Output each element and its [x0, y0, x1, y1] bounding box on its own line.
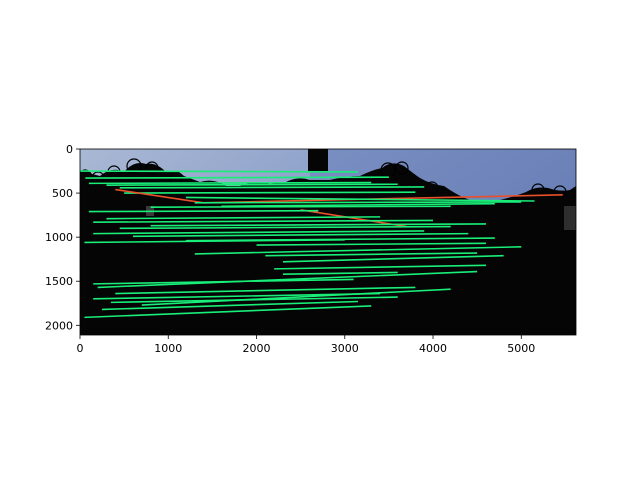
inlier-match-line	[119, 186, 425, 189]
inlier-match-line	[256, 242, 486, 246]
y-tick-label: 0	[66, 143, 73, 156]
inlier-match-line	[80, 170, 359, 173]
inlier-match-line	[274, 264, 486, 270]
inlier-match-line	[97, 270, 478, 289]
outlier-match-line	[115, 188, 204, 204]
x-tick-label: 4000	[419, 342, 447, 355]
y-tick-label: 500	[52, 187, 73, 200]
inlier-match-line	[185, 196, 535, 202]
y-tick-label: 1000	[45, 231, 73, 244]
inlier-match-line	[282, 271, 398, 275]
photo-panel	[80, 149, 576, 335]
inlier-match-line	[194, 246, 522, 255]
x-tick-label: 2000	[243, 342, 271, 355]
y-tick-label: 1500	[45, 275, 73, 288]
x-tick-label: 3000	[331, 342, 359, 355]
inlier-match-line	[115, 286, 416, 295]
inlier-match-line	[265, 252, 478, 257]
inlier-match-line	[221, 202, 495, 208]
x-tick-label: 0	[77, 342, 84, 355]
inlier-match-line	[102, 300, 359, 311]
inlier-match-line	[141, 288, 451, 306]
axes-frame	[79, 148, 577, 336]
inlier-match-line	[106, 183, 398, 186]
inlier-match-line	[85, 176, 389, 179]
inlier-match-line	[194, 201, 522, 204]
inlier-match-line	[132, 232, 469, 238]
inlier-match-line	[84, 305, 372, 319]
photo-split-bar	[308, 149, 328, 171]
inlier-match-line	[93, 219, 434, 223]
inlier-match-line	[150, 223, 486, 227]
inlier-match-line	[185, 237, 495, 242]
match-lines	[80, 170, 563, 319]
x-tick-label: 1000	[154, 342, 182, 355]
x-axis-ticks: 0 1000 2000 3000 4000 5000	[77, 335, 535, 355]
x-tick-label: 5000	[507, 342, 535, 355]
y-axis-ticks: 0 500 1000 1500 2000	[45, 143, 80, 332]
inlier-match-line	[88, 209, 319, 213]
inlier-match-line	[150, 205, 451, 208]
inlier-match-line	[282, 254, 504, 263]
foreground-grey-patch	[564, 206, 576, 230]
inlier-match-line	[106, 216, 381, 220]
y-tick-label: 2000	[45, 319, 73, 332]
inlier-match-line	[88, 181, 372, 185]
inlier-match-line	[124, 191, 416, 194]
inlier-match-line	[93, 230, 425, 235]
inlier-match-line	[119, 225, 451, 230]
